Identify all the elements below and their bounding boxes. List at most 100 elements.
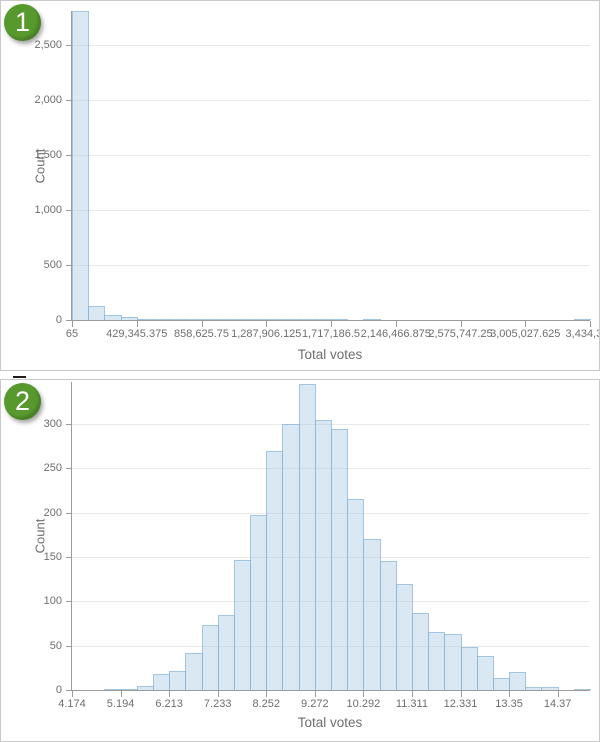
histogram-bar — [233, 319, 252, 320]
histogram-bar — [136, 318, 154, 320]
histogram-bar — [428, 632, 446, 690]
x-tick-mark — [120, 691, 122, 697]
x-tick-mark — [266, 691, 268, 697]
y-tick-mark — [66, 45, 72, 47]
histogram-bar — [266, 450, 284, 690]
y-tick-label: 1,500 — [34, 149, 62, 162]
histogram-bar — [541, 687, 559, 690]
x-tick-label: 4.174 — [58, 698, 86, 710]
histogram-bar — [411, 612, 430, 690]
y-tick-mark — [66, 265, 72, 267]
gridline — [72, 155, 590, 157]
x-tick-label: 8.252 — [252, 698, 281, 710]
histogram-bar — [185, 319, 203, 320]
y-tick-label: 250 — [43, 462, 62, 475]
x-tick-label: 9.272 — [301, 698, 329, 710]
y-tick-mark — [66, 557, 72, 559]
x-tick-mark — [460, 691, 462, 697]
histogram-bar — [363, 319, 381, 320]
histogram-bar — [282, 424, 300, 690]
y-tick-mark — [66, 468, 72, 470]
x-tick-label: 1,717,186.5 — [301, 328, 361, 340]
x-tick-mark — [72, 321, 73, 327]
histogram-bar — [509, 672, 527, 690]
y-tick-mark — [66, 210, 72, 212]
y-axis-title: Count — [32, 518, 48, 554]
x-tick-label: 429,345.375 — [106, 328, 168, 340]
y-tick-label: 300 — [43, 418, 62, 431]
x-tick-label: 3,434,308 — [565, 328, 599, 340]
x-tick-label: 1,287,906.125 — [231, 328, 302, 340]
histogram-bar — [331, 319, 349, 320]
x-tick-mark — [525, 321, 527, 327]
x-tick-mark — [266, 321, 268, 327]
histogram-bar — [104, 689, 122, 690]
y-tick-mark — [66, 512, 72, 514]
histogram-bar — [298, 384, 316, 690]
x-tick-label: 65 — [65, 328, 79, 340]
histogram-bar — [282, 319, 300, 320]
x-tick-label: 6.213 — [155, 698, 183, 710]
y-tick-mark — [66, 155, 72, 157]
x-tick-mark — [201, 321, 203, 327]
y-tick-label: 150 — [43, 551, 62, 564]
x-tick-label: 858,625.75 — [173, 328, 230, 340]
histogram-bar — [525, 687, 543, 690]
y-tick-label: 2,000 — [34, 94, 62, 107]
histogram-bar — [152, 319, 171, 320]
histogram-bar — [573, 689, 591, 690]
histogram-bar — [217, 614, 235, 690]
x-tick-mark — [72, 691, 73, 697]
histogram-bar — [217, 319, 235, 320]
x-tick-mark — [411, 691, 413, 697]
x-tick-mark — [314, 691, 316, 697]
histogram-bar — [169, 319, 187, 320]
y-tick-mark — [66, 320, 72, 321]
histogram-bar — [250, 515, 268, 690]
x-axis-title: Total votes — [297, 715, 363, 730]
x-tick-mark — [509, 691, 511, 697]
histogram-bar — [331, 428, 349, 690]
gridline — [72, 210, 590, 212]
histogram-bar — [298, 319, 316, 320]
y-tick-label: 0 — [55, 314, 62, 326]
step-badge-1: 1 — [4, 4, 41, 41]
step-badge-2: 2 — [4, 383, 41, 420]
x-tick-label: 7.233 — [203, 698, 232, 710]
x-tick-mark — [395, 321, 397, 327]
histogram-bar — [476, 656, 494, 690]
x-tick-mark — [363, 691, 365, 697]
gridline — [72, 265, 590, 267]
y-tick-label: 200 — [43, 506, 62, 519]
y-tick-mark — [66, 645, 72, 647]
x-tick-mark — [331, 321, 332, 327]
histogram-bar — [266, 319, 284, 320]
histogram-bar — [201, 319, 219, 320]
x-tick-mark — [590, 321, 591, 327]
histogram-bar — [72, 11, 90, 320]
histogram-bar — [136, 686, 154, 690]
x-axis-title: Total votes — [297, 347, 363, 362]
histogram-bar — [573, 319, 591, 320]
y-tick-mark — [66, 100, 72, 102]
histogram-bar — [347, 499, 365, 690]
y-tick-label: 100 — [43, 595, 62, 608]
histogram-bar — [120, 689, 138, 690]
histogram-bar — [88, 306, 106, 320]
histogram-bar — [363, 539, 381, 690]
x-tick-mark — [557, 691, 559, 697]
y-tick-mark — [66, 601, 72, 603]
histogram-bar — [185, 652, 203, 690]
stray-dash-artifact — [13, 376, 26, 378]
histogram-bar — [395, 583, 413, 690]
x-tick-label: 13.35 — [495, 698, 523, 710]
y-tick-label: 500 — [43, 259, 62, 272]
gridline — [72, 45, 590, 47]
histogram-bar — [104, 314, 122, 320]
histogram-panel-2: 2 0 50 100 150 200 250 300 4.174 5.194 6.213 7.233… — [0, 379, 600, 742]
x-tick-label: 11.311 — [395, 698, 428, 710]
histogram-bar — [250, 319, 268, 320]
y-tick-label: 50 — [49, 639, 62, 652]
histogram-bar — [152, 674, 171, 690]
